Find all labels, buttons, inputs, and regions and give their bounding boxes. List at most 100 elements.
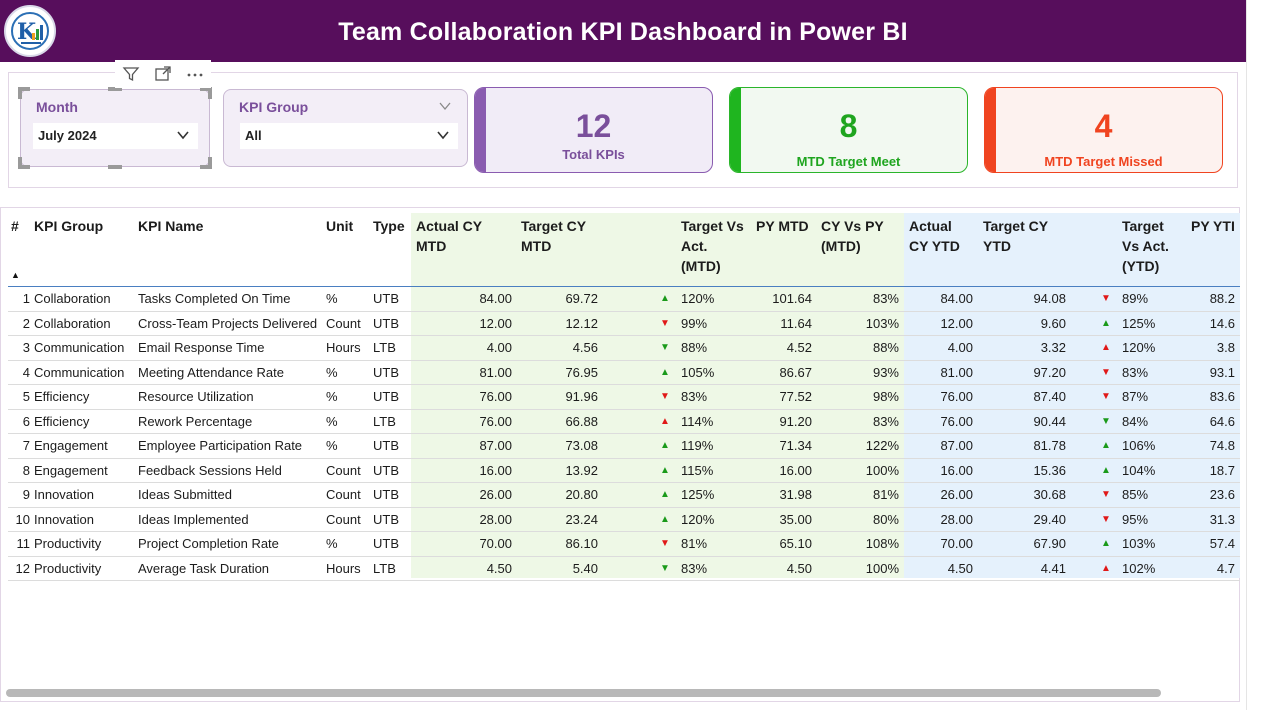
header-kpi-name[interactable]: KPI Name [138,218,204,234]
cell-target-vs-act-ytd: 84% [1122,413,1149,429]
cell-kpi-name: Ideas Submitted [138,487,232,502]
total-kpis-card: 12 Total KPIs [474,87,713,173]
header-target-cy-mtd[interactable]: Target CY MTD [521,216,586,256]
table-row[interactable]: 9 Innovation Ideas Submitted Count UTB 26.00 2… [0,483,1240,508]
cell-actual-cy-ytd: 4.50 [947,560,973,576]
month-dropdown[interactable]: July 2024 [33,123,198,149]
cell-py-mtd: 35.00 [779,511,812,527]
header-actual-cy-mtd[interactable]: Actual CY MTD [416,216,482,256]
focus-handle-bottom-right[interactable] [200,157,212,169]
cell-py-mtd: 11.64 [780,315,812,331]
header-type[interactable]: Type [373,218,405,234]
total-kpis-label: Total KPIs [562,147,625,162]
header-cy-vs-py-mtd[interactable]: CY Vs PY (MTD) [821,216,884,256]
table-row[interactable]: 3 Communication Email Response Time Hours LT… [0,336,1240,361]
cell-type: UTB [373,511,399,527]
kpi-table [0,207,1240,702]
header-py-ytd[interactable]: PY YTI [1191,218,1235,234]
header-line: (MTD) [681,258,721,274]
focus-handle-top-left[interactable] [18,87,30,99]
focus-handle-top-right[interactable] [200,87,212,99]
cell-kpi-group: Collaboration [34,291,111,306]
table-row[interactable]: 10 Innovation Ideas Implemented Count UTB 28.… [0,508,1240,533]
cell-target-cy-mtd: 66.88 [565,413,598,429]
cell-target-vs-act-ytd: 87% [1122,389,1149,404]
table-row[interactable]: 12 Productivity Average Task Duration Hours… [0,557,1240,582]
cell-actual-cy-mtd: 87.00 [479,438,512,453]
month-dropdown-value: July 2024 [38,128,97,143]
focus-handle-top[interactable] [108,87,122,91]
header-target-vs-act-mtd[interactable]: Target Vs Act. (MTD) [681,216,744,276]
cell-actual-cy-mtd: 76.00 [479,413,512,429]
header-target-cy-ytd[interactable]: Target CY YTD [983,216,1048,256]
cell-kpi-name: Resource Utilization [138,389,254,404]
header-unit[interactable]: Unit [326,218,354,234]
logo-icon: K [11,12,49,50]
month-slicer[interactable]: Month July 2024 [20,89,210,167]
chevron-down-icon[interactable] [176,128,190,142]
cell-target-cy-ytd: 87.40 [1033,389,1066,404]
table-row[interactable]: 8 Engagement Feedback Sessions Held Count UT… [0,459,1240,484]
row-divider [8,457,1240,459]
table-row[interactable]: 11 Productivity Project Completion Rate% UT… [0,532,1240,557]
header-kpi-group[interactable]: KPI Group [34,218,104,234]
header-line: Target CY [983,218,1049,234]
kpi-group-slicer[interactable]: KPI Group All [223,89,468,167]
cell-py-ytd: 3.8 [1216,340,1235,355]
header-bar [0,0,1246,62]
chevron-down-icon[interactable] [436,128,450,142]
cell-target-vs-act-ytd: 120% [1122,340,1156,355]
sort-ascending-icon[interactable]: ▲ [11,270,20,280]
cell-py-mtd: 77.52 [779,389,812,404]
cell-actual-cy-mtd: 84.00 [479,291,512,306]
cell-kpi-name: Tasks Completed On Time [138,291,291,306]
cell-num: 9 [22,487,30,502]
focus-handle-bottom-left[interactable] [18,157,30,169]
row-divider [8,408,1240,410]
table-row[interactable]: 2 Collaboration Cross-Team Projects Delive… [0,312,1240,337]
header-py-mtd[interactable]: PY MTD [756,218,809,234]
table-row[interactable]: 6 Efficiency Rework Percentage% LTB 76.00 66.… [0,410,1240,435]
cell-unit: % [326,291,338,306]
header-line: YTD [983,238,1011,254]
more-options-icon[interactable] [186,65,204,83]
cell-num: 11 [16,536,31,551]
header-actual-cy-ytd[interactable]: Actual CY YTD [909,216,960,256]
chevron-down-icon[interactable] [439,100,451,112]
cell-target-cy-ytd: 97.20 [1033,364,1066,380]
cell-target-cy-ytd: 9.60 [1040,315,1066,331]
cell-target-vs-act-mtd: 81% [681,536,708,551]
cell-target-vs-act-mtd: 125% [681,487,715,502]
cell-kpi-name: Cross-Team Projects Delivered [138,315,318,331]
mtd-target-meet-card: 8 MTD Target Meet [729,87,968,173]
table-row[interactable]: 1 Collaboration Tasks Completed On Time% UT… [0,287,1240,312]
arrow-down-icon: ▼ [1101,415,1111,427]
focus-mode-icon[interactable] [154,65,172,83]
kpi-group-dropdown[interactable]: All [240,123,458,149]
table-row[interactable]: 5 Efficiency Resource Utilization% UTB 76.00… [0,385,1240,410]
header-target-vs-act-ytd[interactable]: Target Vs Act. (YTD) [1122,216,1169,276]
focus-handle-bottom[interactable] [108,165,122,169]
cell-target-cy-ytd: 29.40 [1033,511,1066,527]
cell-kpi-group: Communication [34,364,125,380]
cell-target-cy-ytd: 15.36 [1033,462,1066,478]
table-row[interactable]: 7 Engagement Employee Participation Rate% U… [0,434,1240,459]
cell-target-vs-act-mtd: 119% [681,438,714,453]
horizontal-scrollbar[interactable] [6,689,1161,697]
cell-target-vs-act-ytd: 125% [1122,315,1156,331]
cell-cy-vs-py-mtd: 100% [865,560,899,576]
table-row[interactable]: 4 Communication Meeting Attendance Rate% UT… [0,361,1240,386]
cell-target-cy-ytd: 4.41 [1040,560,1066,576]
card-accent-bar [730,88,741,172]
cell-py-ytd: 31.3 [1209,511,1235,527]
cell-type: UTB [373,438,399,453]
filter-icon[interactable] [122,65,140,83]
cell-unit: Count [326,315,361,331]
header-num[interactable]: # [11,218,19,234]
arrow-down-icon: ▼ [660,562,670,574]
cell-target-vs-act-ytd: 104% [1122,462,1156,478]
cell-kpi-group: Productivity [34,536,102,551]
cell-kpi-group: Engagement [34,462,108,478]
arrow-down-icon: ▼ [1101,293,1111,304]
cell-target-vs-act-mtd: 115% [681,462,714,478]
